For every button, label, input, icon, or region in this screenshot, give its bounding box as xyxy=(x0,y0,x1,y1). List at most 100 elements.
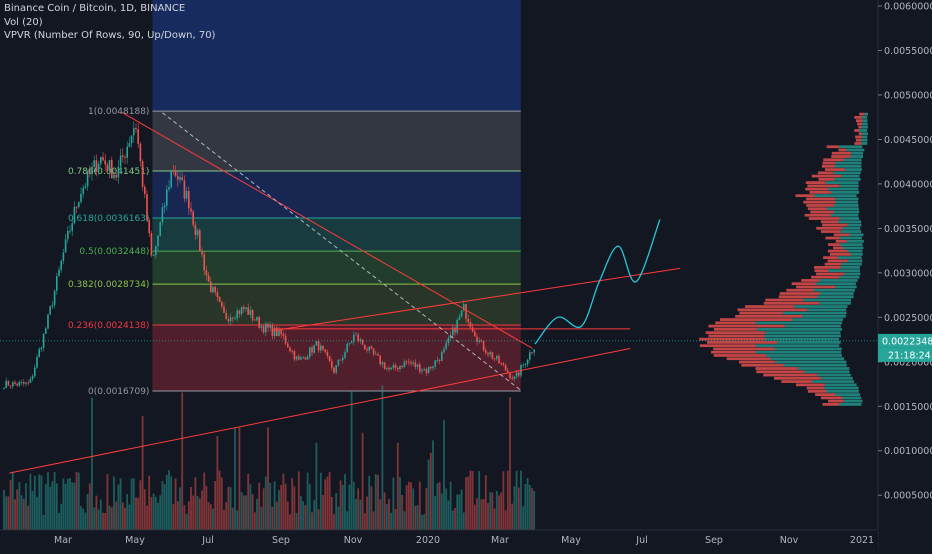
vpvr-down-row xyxy=(817,171,834,175)
volume-bar xyxy=(238,427,241,530)
volume-bar xyxy=(60,503,63,530)
vpvr-down-row xyxy=(708,324,785,328)
candle-body xyxy=(157,235,159,247)
vpvr-down-row xyxy=(858,125,862,129)
volume-bar xyxy=(77,472,80,530)
candle-body xyxy=(454,327,456,333)
vpvr-down-row xyxy=(774,376,822,380)
candle-body xyxy=(177,176,179,180)
candle-body xyxy=(353,334,355,342)
vpvr-down-row xyxy=(745,305,794,308)
candle-body xyxy=(205,270,208,276)
vpvr-down-row xyxy=(808,217,840,220)
candle-body xyxy=(14,382,16,384)
vpvr-down-row xyxy=(811,275,840,279)
candle-body xyxy=(203,254,205,271)
candle-body xyxy=(179,177,181,180)
vpvr-up-row xyxy=(819,301,851,305)
candle-body xyxy=(161,207,164,223)
candle-body xyxy=(251,309,254,320)
candle-body xyxy=(168,186,170,190)
candle-body xyxy=(295,356,298,360)
vpvr-legend[interactable]: VPVR (Number Of Rows, 90, Up/Down, 70) xyxy=(4,30,216,41)
volume-bar xyxy=(319,472,322,530)
vpvr-down-row xyxy=(820,230,841,233)
vpvr-up-row xyxy=(838,220,862,224)
vpvr-down-row xyxy=(739,360,776,364)
volume-bar xyxy=(511,503,514,530)
candle-body xyxy=(254,319,256,321)
vpvr-down-row xyxy=(735,314,803,318)
volume-bar xyxy=(146,505,148,530)
candle-body xyxy=(188,191,190,209)
volume-bar xyxy=(152,493,155,530)
candle-body xyxy=(51,304,54,307)
candle-body xyxy=(324,349,326,352)
volume-bar xyxy=(429,452,432,530)
candle-body xyxy=(460,310,463,317)
candle-body xyxy=(456,319,458,333)
vpvr-up-row xyxy=(828,187,859,191)
volume-bar xyxy=(372,511,375,530)
trendline xyxy=(122,112,533,349)
vpvr-up-row xyxy=(755,321,843,325)
vpvr-down-row xyxy=(737,308,808,312)
candle-body xyxy=(392,365,395,368)
vpvr-down-row xyxy=(822,403,840,406)
candle-body xyxy=(513,376,516,379)
volume-bar xyxy=(361,432,364,530)
symbol-title[interactable]: Binance Coin / Bitcoin, 1D, BINANCE xyxy=(4,3,186,14)
vpvr-down-row xyxy=(755,367,798,370)
volume-bar xyxy=(75,472,78,530)
vpvr-up-row xyxy=(861,125,868,129)
vpvr-down-row xyxy=(804,213,831,217)
vpvr-down-row xyxy=(854,115,862,119)
vpvr-up-row xyxy=(834,177,861,181)
candle-body xyxy=(522,364,524,366)
candle-body xyxy=(317,341,320,351)
volume-bar xyxy=(493,508,496,530)
candle-body xyxy=(31,376,34,380)
vpvr-down-row xyxy=(705,331,766,335)
time-axis-label: Mar xyxy=(54,535,72,546)
vpvr-down-row xyxy=(855,135,863,139)
candle-body xyxy=(212,287,214,293)
volume-bar xyxy=(291,478,294,530)
fib-level-label: 0.618(0.0036163) xyxy=(68,214,149,224)
vpvr-up-row xyxy=(862,135,868,139)
vpvr-down-row xyxy=(822,223,848,227)
candle-body xyxy=(104,160,106,165)
candle-body xyxy=(471,327,474,332)
vpvr-up-row xyxy=(842,246,864,250)
vpvr-down-row xyxy=(807,184,840,188)
candle-body xyxy=(95,160,98,172)
fib-level-label: 0.786(0.0041451) xyxy=(68,167,149,177)
time-axis-label: Nov xyxy=(780,535,799,546)
candle-body xyxy=(432,366,434,369)
candle-body xyxy=(260,326,263,328)
candle-body xyxy=(447,338,450,343)
vpvr-up-row xyxy=(833,171,861,175)
vpvr-up-row xyxy=(849,233,864,237)
candle-body xyxy=(306,356,309,360)
vpvr-down-row xyxy=(816,272,845,276)
vpvr-up-row xyxy=(861,115,868,119)
volume-bar xyxy=(20,495,23,530)
fib-level-label: 0.382(0.0028734) xyxy=(68,280,149,290)
vpvr-up-row xyxy=(775,360,847,364)
vpvr-up-row xyxy=(819,292,854,295)
volume-legend[interactable]: Vol (20) xyxy=(4,17,43,28)
volume-bar xyxy=(533,491,536,530)
volume-bar xyxy=(370,486,373,530)
candle-body xyxy=(150,233,153,256)
vpvr-up-row xyxy=(783,363,847,367)
candle-body xyxy=(309,347,311,357)
candle-body xyxy=(465,304,467,319)
volume-bar xyxy=(25,483,27,530)
volume-bar xyxy=(44,483,47,530)
volume-bar xyxy=(113,476,115,530)
candle-body xyxy=(372,348,375,355)
candle-body xyxy=(247,307,249,315)
